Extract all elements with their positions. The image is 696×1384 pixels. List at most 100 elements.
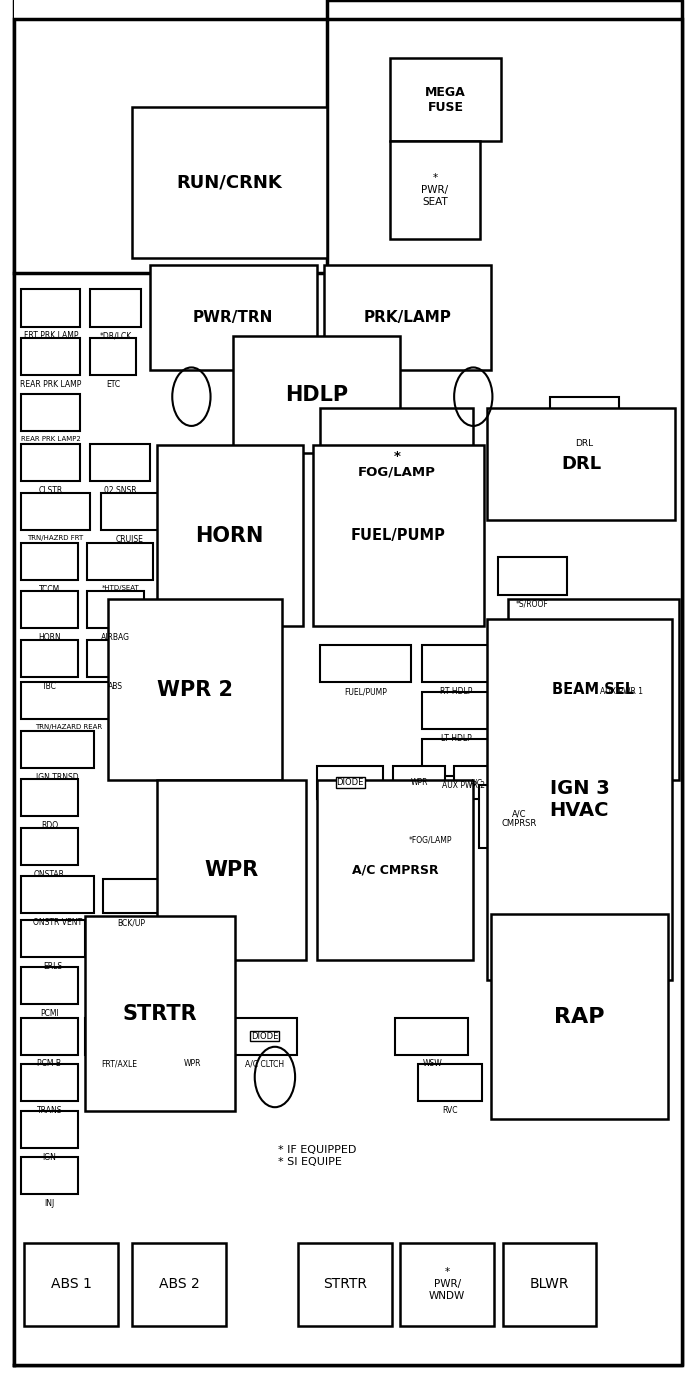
Bar: [132, 1243, 226, 1326]
Bar: [21, 1017, 78, 1055]
Text: DRL: DRL: [576, 439, 594, 447]
Bar: [487, 408, 675, 520]
Text: 02 SNSR: 02 SNSR: [104, 486, 136, 495]
Bar: [21, 682, 115, 720]
Bar: [21, 1111, 78, 1149]
Text: WPR: WPR: [411, 778, 429, 787]
Text: *
FOG/LAMP: * FOG/LAMP: [358, 450, 436, 479]
Bar: [390, 789, 470, 830]
Text: RDO: RDO: [41, 821, 58, 829]
Text: STRTR: STRTR: [323, 1277, 367, 1291]
Bar: [418, 1064, 482, 1102]
Bar: [313, 446, 484, 626]
Bar: [14, 0, 327, 273]
Text: ONSTR VENT: ONSTR VENT: [33, 918, 82, 927]
Bar: [317, 779, 473, 960]
Bar: [422, 645, 491, 682]
Bar: [90, 289, 141, 327]
Bar: [21, 1064, 78, 1102]
Text: TRN/HAZRD FRT: TRN/HAZRD FRT: [28, 536, 84, 541]
Text: STRTR: STRTR: [122, 1003, 197, 1024]
Text: FRT/AXLE: FRT/AXLE: [102, 1059, 138, 1068]
Bar: [24, 1243, 118, 1326]
Text: FRT PRK LAMP: FRT PRK LAMP: [24, 331, 78, 340]
Text: WPR: WPR: [205, 859, 258, 880]
Text: BLWR: BLWR: [530, 1277, 569, 1291]
Bar: [21, 731, 94, 768]
Text: BEAM SEL: BEAM SEL: [553, 682, 634, 698]
Text: TBC: TBC: [42, 682, 57, 691]
Text: LT HDLP: LT HDLP: [441, 734, 472, 743]
Text: REAR PRK LAMP2: REAR PRK LAMP2: [21, 436, 81, 441]
Text: MEGA
FUSE: MEGA FUSE: [425, 86, 466, 113]
Bar: [21, 493, 90, 530]
Bar: [422, 739, 505, 776]
Text: ETC: ETC: [106, 381, 120, 389]
Text: HORN: HORN: [196, 526, 264, 545]
Bar: [498, 558, 567, 595]
Text: WSW: WSW: [422, 1059, 442, 1068]
Text: PRK/LAMP: PRK/LAMP: [363, 310, 451, 325]
Bar: [393, 767, 445, 799]
Text: RUN/CRNK: RUN/CRNK: [177, 174, 283, 192]
Bar: [21, 967, 78, 1003]
Bar: [508, 599, 679, 779]
Bar: [157, 446, 303, 626]
Text: AIRBAG: AIRBAG: [101, 632, 130, 642]
Text: TRN/HAZARD REAR: TRN/HAZARD REAR: [35, 724, 102, 731]
Bar: [87, 591, 144, 628]
Text: *
PWR/
WNDW: * PWR/ WNDW: [429, 1268, 466, 1301]
Text: CRUISE: CRUISE: [116, 536, 143, 544]
Bar: [164, 1017, 221, 1055]
Bar: [21, 641, 78, 677]
Bar: [108, 599, 282, 779]
Bar: [550, 397, 619, 433]
Bar: [21, 1157, 78, 1194]
Text: HORN: HORN: [38, 632, 61, 642]
Bar: [87, 543, 153, 580]
Text: A/C: A/C: [470, 778, 483, 787]
Text: *S/ROOF: *S/ROOF: [516, 599, 549, 609]
Text: A/C CLTCH: A/C CLTCH: [245, 1059, 284, 1068]
Bar: [90, 444, 150, 482]
Text: *HTD/SEAT: *HTD/SEAT: [102, 585, 139, 591]
Bar: [390, 58, 501, 141]
Bar: [479, 785, 559, 848]
Bar: [317, 767, 383, 799]
Text: * IF EQUIPPED
* SI EQUIPE: * IF EQUIPPED * SI EQUIPE: [278, 1145, 357, 1167]
Text: RVC: RVC: [442, 1106, 457, 1116]
Text: *FOG/LAMP: *FOG/LAMP: [409, 836, 452, 844]
Text: DRL: DRL: [561, 455, 601, 473]
Text: IGN 3
HVAC: IGN 3 HVAC: [550, 779, 609, 819]
Bar: [233, 336, 400, 453]
Text: ONSTAR: ONSTAR: [34, 871, 65, 879]
Bar: [574, 645, 668, 682]
Text: *DR/LCK: *DR/LCK: [100, 331, 132, 340]
Text: HDLP: HDLP: [285, 385, 348, 404]
Bar: [157, 779, 306, 960]
Bar: [21, 289, 80, 327]
Text: A/C CMPRSR: A/C CMPRSR: [351, 864, 438, 876]
Text: DIODE: DIODE: [336, 778, 364, 787]
Text: AUX PWR 2: AUX PWR 2: [442, 781, 485, 790]
Text: RT HDLP: RT HDLP: [441, 686, 473, 696]
Bar: [21, 876, 94, 913]
Bar: [21, 444, 80, 482]
Bar: [395, 1017, 468, 1055]
Bar: [320, 645, 411, 682]
Text: IGN: IGN: [42, 1153, 56, 1163]
Text: PCM B: PCM B: [38, 1059, 61, 1068]
Text: INJ: INJ: [45, 1199, 54, 1208]
Text: FUEL/PUMP: FUEL/PUMP: [344, 686, 387, 696]
Bar: [454, 767, 499, 799]
Text: TRANS: TRANS: [37, 1106, 62, 1116]
Bar: [85, 1017, 155, 1055]
Text: BCK/UP: BCK/UP: [118, 918, 145, 927]
Bar: [21, 591, 78, 628]
Text: A/C
CMPRSR: A/C CMPRSR: [502, 810, 537, 829]
Bar: [103, 879, 160, 913]
Text: IGN TRNSD: IGN TRNSD: [36, 772, 79, 782]
Bar: [491, 915, 668, 1118]
Bar: [390, 141, 480, 239]
Bar: [21, 394, 80, 430]
